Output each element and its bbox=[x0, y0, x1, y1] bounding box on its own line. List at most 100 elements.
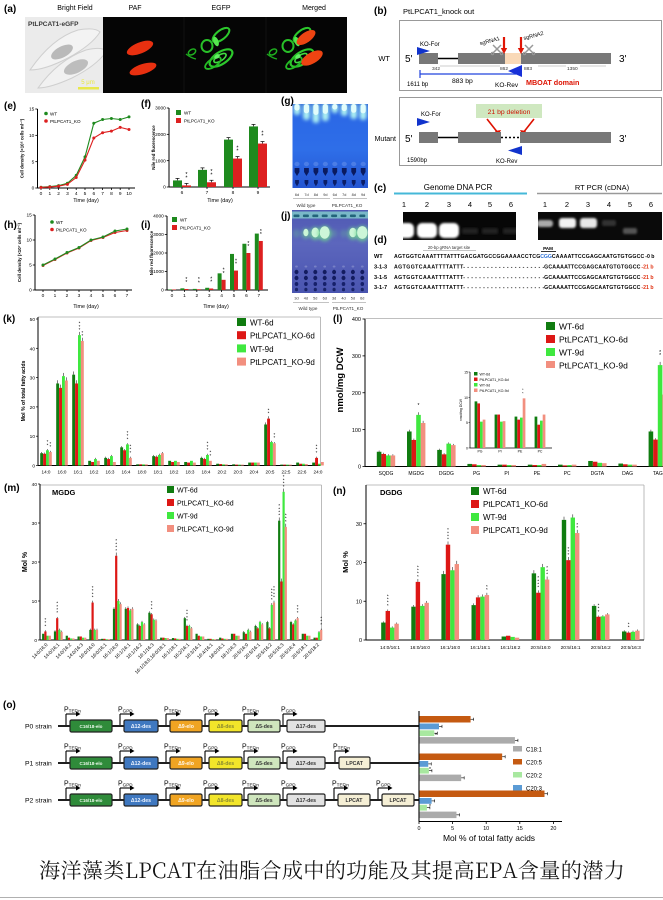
svg-text:Wild type: Wild type bbox=[299, 306, 318, 311]
svg-text:*: * bbox=[283, 481, 285, 486]
svg-text:Nile red fluorescence: Nile red fluorescence bbox=[151, 125, 156, 170]
svg-text:Δ5-des: Δ5-des bbox=[255, 724, 272, 730]
svg-text:5: 5 bbox=[29, 263, 32, 269]
svg-text:nmol/mg DCW: nmol/mg DCW bbox=[459, 398, 463, 421]
svg-text:PGPD: PGPD bbox=[203, 781, 218, 788]
svg-text:DAG: DAG bbox=[622, 471, 633, 477]
svg-text:*: * bbox=[273, 585, 275, 590]
svg-text:*: * bbox=[56, 607, 58, 612]
svg-text:6d: 6d bbox=[333, 193, 337, 197]
svg-text:Time (day): Time (day) bbox=[203, 304, 229, 310]
svg-text:PTEFin: PTEFin bbox=[164, 781, 181, 788]
svg-text:*: * bbox=[271, 597, 273, 602]
svg-text:Δ17-des: Δ17-des bbox=[296, 761, 316, 767]
svg-text:PTEFin: PTEFin bbox=[64, 781, 81, 788]
svg-text:20:5/16:0: 20:5/16:0 bbox=[530, 645, 550, 651]
svg-text:*: * bbox=[209, 450, 211, 455]
svg-text:6: 6 bbox=[245, 293, 248, 299]
svg-text:Mol %: Mol % bbox=[341, 551, 350, 573]
svg-text:6: 6 bbox=[509, 200, 513, 209]
svg-text:WT-6d: WT-6d bbox=[559, 322, 584, 332]
svg-text:3-1-3: 3-1-3 bbox=[374, 265, 387, 271]
svg-text:200: 200 bbox=[352, 391, 361, 397]
svg-text:1000: 1000 bbox=[155, 158, 166, 164]
svg-text:10: 10 bbox=[483, 826, 489, 832]
svg-text:3-1-5: 3-1-5 bbox=[374, 275, 387, 281]
svg-text:10: 10 bbox=[26, 238, 32, 244]
svg-text:*: * bbox=[186, 612, 188, 617]
svg-text:*: * bbox=[447, 527, 449, 532]
svg-text:C20:3: C20:3 bbox=[526, 787, 543, 793]
svg-text:*: * bbox=[628, 625, 630, 630]
svg-text:15: 15 bbox=[29, 107, 35, 113]
svg-text:0: 0 bbox=[163, 185, 166, 191]
svg-text:*: * bbox=[151, 603, 153, 608]
svg-text:16:1: 16:1 bbox=[74, 470, 83, 475]
svg-text:16:1/16:2: 16:1/16:2 bbox=[500, 645, 520, 651]
svg-text:*: * bbox=[285, 513, 287, 518]
svg-text:*: * bbox=[387, 593, 389, 598]
svg-text:5d: 5d bbox=[313, 297, 317, 301]
svg-text:*: * bbox=[273, 595, 275, 600]
svg-text:*: * bbox=[115, 548, 117, 553]
svg-text:RT PCR (cDNA): RT PCR (cDNA) bbox=[575, 183, 630, 192]
svg-text:7: 7 bbox=[101, 191, 104, 197]
svg-text:*: * bbox=[283, 484, 285, 489]
svg-text:20:5: 20:5 bbox=[266, 470, 275, 475]
svg-text:5': 5' bbox=[405, 54, 413, 65]
svg-text:3000: 3000 bbox=[155, 106, 166, 112]
svg-text:30: 30 bbox=[30, 376, 36, 382]
svg-text:*: * bbox=[522, 388, 524, 392]
svg-text:(l): (l) bbox=[333, 314, 342, 325]
svg-text:20-bp gRNA target site: 20-bp gRNA target site bbox=[428, 245, 471, 250]
svg-text:Δ17-des: Δ17-des bbox=[296, 798, 316, 804]
svg-text:*: * bbox=[576, 525, 578, 530]
svg-text:*: * bbox=[210, 280, 212, 286]
svg-text:WT-9d: WT-9d bbox=[559, 348, 584, 358]
svg-text:PTEFin: PTEFin bbox=[164, 707, 181, 714]
svg-text:P2 strain: P2 strain bbox=[25, 798, 52, 805]
svg-text:Wild type: Wild type bbox=[297, 203, 316, 208]
svg-text:WT-6d: WT-6d bbox=[483, 487, 507, 496]
svg-text:PtLPCAT1_KO: PtLPCAT1_KO bbox=[184, 119, 215, 124]
svg-text:4d: 4d bbox=[304, 297, 308, 301]
svg-text:Mol %: Mol % bbox=[22, 551, 29, 572]
svg-text:MBOAT domain: MBOAT domain bbox=[526, 78, 579, 87]
svg-text:20:5/16:2: 20:5/16:2 bbox=[591, 645, 611, 651]
svg-text:LPCAT: LPCAT bbox=[346, 761, 364, 767]
svg-text:PGPD: PGPD bbox=[118, 744, 133, 751]
svg-text:40: 40 bbox=[30, 346, 36, 352]
svg-text:(e): (e) bbox=[4, 101, 16, 112]
svg-text:Merged: Merged bbox=[302, 5, 326, 12]
svg-text:6d: 6d bbox=[360, 297, 364, 301]
svg-text:*: * bbox=[537, 578, 539, 583]
svg-text:Time (day): Time (day) bbox=[207, 198, 233, 204]
svg-text:PE: PE bbox=[518, 450, 523, 454]
svg-text:*: * bbox=[273, 432, 275, 437]
svg-text:2: 2 bbox=[66, 293, 69, 299]
svg-text:Δ5-des: Δ5-des bbox=[255, 761, 272, 767]
svg-text:*: * bbox=[92, 588, 94, 593]
svg-text:5: 5 bbox=[628, 200, 632, 209]
svg-text:*: * bbox=[79, 324, 81, 329]
svg-text:*: * bbox=[49, 441, 51, 446]
svg-text:7d: 7d bbox=[342, 193, 346, 197]
svg-text:*: * bbox=[81, 330, 83, 335]
svg-text:*: * bbox=[283, 474, 285, 479]
svg-text:10: 10 bbox=[464, 396, 468, 400]
svg-text:3: 3 bbox=[66, 191, 69, 197]
svg-text:WT-9d: WT-9d bbox=[250, 345, 274, 354]
svg-text:883: 883 bbox=[524, 66, 532, 72]
svg-text:*: * bbox=[129, 450, 131, 455]
svg-text:*: * bbox=[417, 567, 419, 572]
svg-text:PtLPCAT1_KO-9d: PtLPCAT1_KO-9d bbox=[483, 526, 548, 535]
svg-text:Δ8-des: Δ8-des bbox=[217, 724, 234, 730]
svg-text:*: * bbox=[260, 229, 262, 235]
svg-text:*: * bbox=[546, 572, 548, 577]
svg-text:*: * bbox=[127, 433, 129, 438]
svg-text:*: * bbox=[418, 403, 420, 409]
svg-text:*: * bbox=[81, 333, 83, 338]
svg-text:*: * bbox=[151, 600, 153, 605]
svg-text:883 bp: 883 bp bbox=[452, 78, 473, 85]
svg-text:EGFP: EGFP bbox=[211, 5, 230, 12]
